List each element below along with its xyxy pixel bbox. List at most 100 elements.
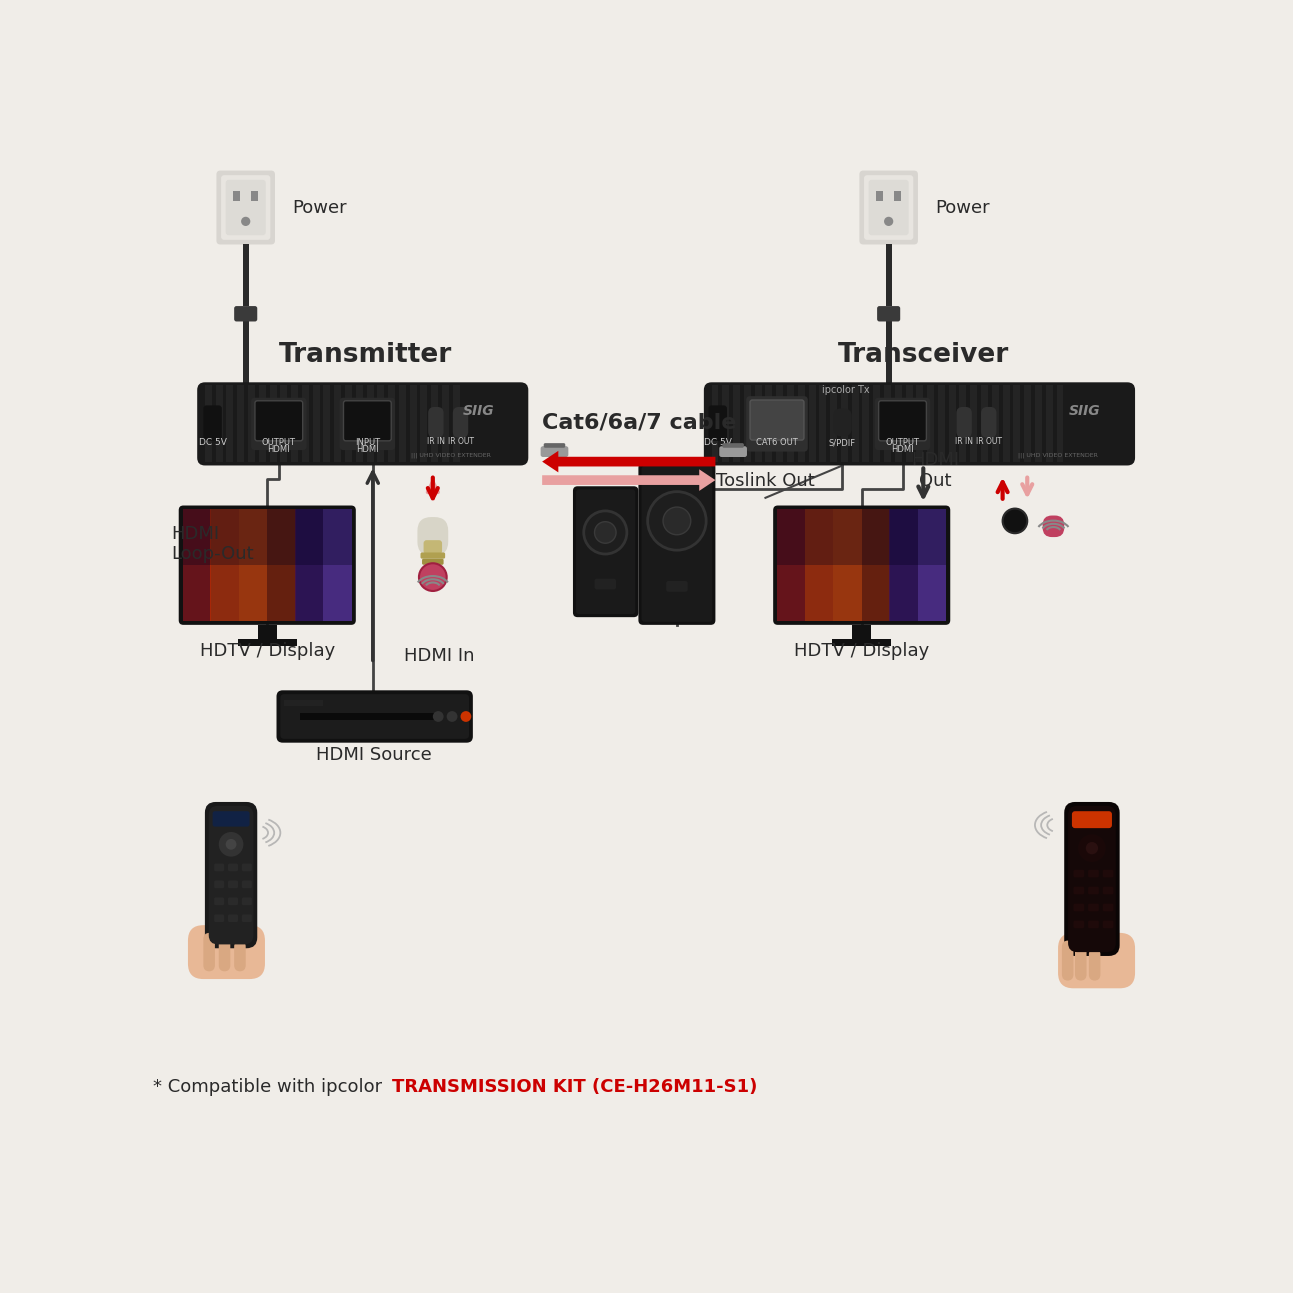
FancyBboxPatch shape [1042,516,1064,537]
Bar [820,385,826,463]
Bar [388,385,396,463]
Text: ||| UHD VIDEO EXTENDER: ||| UHD VIDEO EXTENDER [411,453,491,458]
Bar [970,385,978,463]
Bar [711,385,719,463]
Bar [733,385,740,463]
Bar [335,385,341,463]
Text: Power: Power [292,199,347,216]
Bar [295,509,323,621]
Bar [798,385,804,463]
Text: TRANSMISSION KIT (CE-H26M11-S1): TRANSMISSION KIT (CE-H26M11-S1) [392,1078,758,1096]
Bar [787,385,794,463]
FancyBboxPatch shape [212,811,250,826]
Circle shape [460,711,472,721]
FancyBboxPatch shape [719,446,747,456]
FancyBboxPatch shape [228,897,238,905]
FancyBboxPatch shape [219,936,230,971]
Text: OUTPUT: OUTPUT [261,438,296,447]
FancyBboxPatch shape [228,914,238,922]
FancyBboxPatch shape [428,407,443,438]
FancyBboxPatch shape [234,306,257,322]
Text: ||| UHD VIDEO EXTENDER: ||| UHD VIDEO EXTENDER [1018,453,1098,458]
Bar [917,385,923,463]
FancyBboxPatch shape [1073,887,1085,895]
Circle shape [240,217,251,226]
Text: * Compatible with ipcolor: * Compatible with ipcolor [154,1078,388,1096]
Text: HDMI In: HDMI In [403,646,475,665]
FancyBboxPatch shape [234,940,246,971]
Text: HDMI Source: HDMI Source [317,746,432,764]
FancyBboxPatch shape [228,864,238,871]
FancyBboxPatch shape [1089,887,1099,895]
Bar [1046,385,1053,463]
FancyBboxPatch shape [869,180,909,235]
FancyBboxPatch shape [641,467,712,622]
FancyBboxPatch shape [242,897,252,905]
FancyBboxPatch shape [215,864,224,871]
Bar [313,385,319,463]
FancyBboxPatch shape [877,306,900,322]
Bar [1024,385,1031,463]
FancyBboxPatch shape [1103,904,1113,912]
Circle shape [595,521,615,543]
FancyBboxPatch shape [340,398,396,450]
FancyBboxPatch shape [595,579,615,590]
Circle shape [419,564,446,591]
Bar [239,509,268,621]
FancyBboxPatch shape [221,175,270,240]
Bar [259,385,266,463]
FancyBboxPatch shape [662,597,692,613]
Bar [755,385,762,463]
Text: HDMI: HDMI [891,445,914,454]
Circle shape [1002,508,1027,533]
Text: IR IN: IR IN [956,437,974,446]
FancyBboxPatch shape [208,806,253,944]
FancyBboxPatch shape [226,180,266,235]
FancyBboxPatch shape [864,175,913,240]
Bar [777,509,806,621]
Bar [893,190,901,202]
Bar [226,385,234,463]
Bar [862,385,869,463]
Circle shape [663,507,690,535]
FancyBboxPatch shape [203,932,215,971]
Bar [777,509,946,621]
Bar [248,385,255,463]
FancyBboxPatch shape [215,914,224,922]
Bar [432,385,438,463]
FancyBboxPatch shape [723,443,743,447]
FancyBboxPatch shape [242,914,252,922]
FancyBboxPatch shape [228,881,238,888]
Circle shape [884,217,893,226]
FancyBboxPatch shape [1058,932,1135,988]
Bar [453,385,460,463]
Circle shape [446,711,458,721]
FancyBboxPatch shape [860,171,918,244]
Text: HDMI: HDMI [356,445,379,454]
Bar [905,385,913,463]
Bar [861,509,890,621]
Text: Transceiver: Transceiver [838,341,1009,367]
FancyBboxPatch shape [773,506,950,625]
Bar [442,385,449,463]
FancyBboxPatch shape [1089,904,1099,912]
FancyBboxPatch shape [1064,802,1120,956]
Bar [323,385,331,463]
Bar [378,385,384,463]
FancyBboxPatch shape [543,443,565,447]
Bar [890,509,918,621]
FancyBboxPatch shape [957,407,972,438]
Bar [234,190,240,202]
Bar [367,385,374,463]
Bar [269,385,277,463]
Bar [808,385,816,463]
Text: HDMI
Loop-Out: HDMI Loop-Out [171,525,253,564]
Bar [830,385,837,463]
Bar [886,322,892,383]
FancyBboxPatch shape [750,400,804,440]
Polygon shape [542,451,715,472]
Bar [895,385,901,463]
FancyBboxPatch shape [215,881,224,888]
Bar [1002,385,1010,463]
Circle shape [433,711,443,721]
